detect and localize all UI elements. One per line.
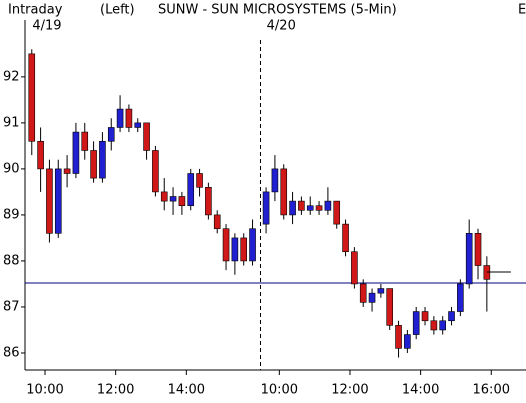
y-tick-label: 87 [3,299,20,314]
corner-text: E [518,3,526,18]
x-tick-label: 12:00 [97,383,134,398]
y-tick-label: 89 [3,207,20,222]
candle-body [359,283,367,303]
candle-body [368,292,376,303]
y-tick-label: 92 [3,69,20,84]
candle-body [342,223,349,253]
candle-body [324,200,332,211]
x-tick-label: 12:00 [331,383,368,398]
candle-body [377,288,385,294]
candle-body [222,228,230,262]
candle-body [99,140,106,179]
candle-body [169,196,177,202]
x-tick-label: 10:00 [26,383,63,398]
x-tick-label: 10:00 [261,383,298,398]
candle-body [231,237,239,262]
candle-body [448,311,455,322]
candle-body [271,168,279,193]
candle-body [421,311,429,322]
candle-body [404,334,411,349]
candle-body [54,168,62,234]
candle-body [213,214,221,230]
candle-body [240,237,248,262]
candle-body [395,325,402,349]
candle-body [262,191,270,225]
candle-body [430,320,438,331]
y-tick-label: 90 [3,161,20,176]
candle-body [178,196,186,207]
candle-body [116,108,124,128]
candle-body [187,173,195,207]
candle-body [63,168,71,174]
candle-body [315,205,323,211]
candle-body [143,122,150,151]
candle-body [306,205,314,211]
candle-body [249,228,256,262]
candle-body [474,233,482,266]
candle-body [439,320,446,331]
chart-title: SUNW - SUN MICROSYSTEMS (5-Min) [158,3,397,18]
candle-body [107,127,115,142]
candle-body [160,191,168,202]
date-label: 4/19 [32,19,61,34]
candle-body [46,168,53,234]
candle-body [90,150,97,179]
candle-body [386,288,394,326]
candle-body [412,311,420,335]
x-tick-label: 14:00 [168,383,205,398]
y-tick-label: 91 [3,115,20,130]
candle-body [457,283,464,312]
candle-body [152,150,159,193]
candle-body [465,233,473,285]
y-tick-label: 86 [3,345,20,360]
y-tick-label: 88 [3,253,20,268]
candle-body [280,168,288,216]
candle-body [333,200,341,225]
candle-body [351,251,358,285]
x-tick-label: 16:00 [473,383,510,398]
candle-body [125,108,133,128]
candle-body [289,200,296,216]
candle-body [81,131,89,151]
candle-body [72,131,80,174]
candle-body [134,122,142,128]
candle-body [196,173,203,188]
mode-label: Intraday [8,3,63,18]
candle-body [28,53,36,142]
axis-side-label: (Left) [100,3,135,18]
date-label: 4/20 [267,19,296,34]
candle-body [37,140,44,170]
candle-body [298,200,305,211]
x-tick-label: 14:00 [402,383,439,398]
candle-body [205,187,212,216]
